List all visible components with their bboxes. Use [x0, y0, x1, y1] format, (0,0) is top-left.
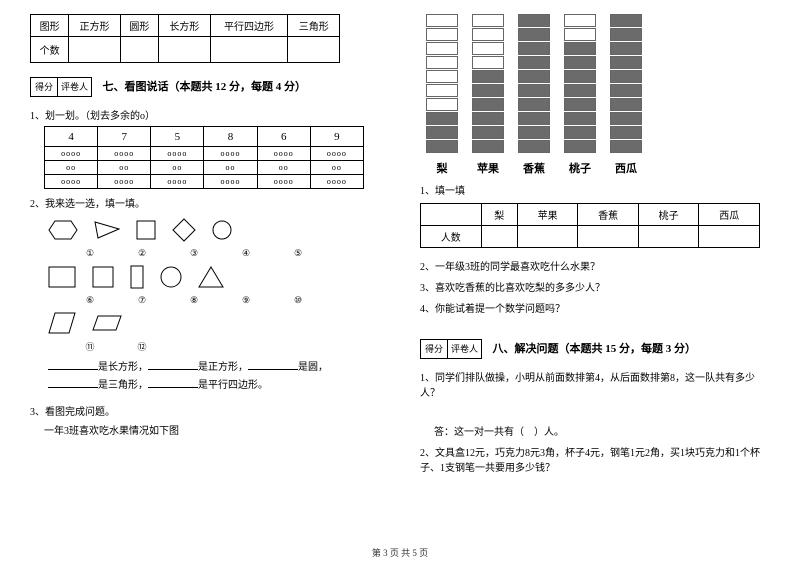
- shape-count-table: 图形 正方形 圆形 长方形 平行四边形 三角形 个数: [30, 14, 340, 63]
- qr-3: 3、喜欢吃香蕉的比喜欢吃梨的多多少人？: [420, 279, 770, 294]
- score-right: 评卷人: [58, 77, 92, 97]
- q8-1: 1、同学们排队做操，小明从前面数排第4，从后面数排第8，这一队共有多少人？: [420, 369, 770, 399]
- th: 图形: [31, 15, 69, 37]
- parallelogram-icon: [92, 315, 122, 331]
- fill-blanks: 是长方形，是正方形，是圆， 是三角形，是平行四边形。: [48, 359, 380, 395]
- hexagon-icon: [48, 219, 78, 241]
- fill-label: 1、填一填: [420, 182, 770, 197]
- shape-gallery: ①②③④⑤ ⑥⑦⑧⑨⑩ ⑪⑫: [48, 218, 380, 353]
- q7-2: 2、我来选一选，填一填。: [30, 195, 380, 210]
- fruit-count-table: 梨苹果香蕉桃子西瓜 人数: [420, 203, 760, 248]
- th: 圆形: [120, 15, 158, 37]
- th: 正方形: [69, 15, 121, 37]
- q7-3-sub: 一年3班喜欢吃水果情况如下图: [44, 422, 380, 437]
- row-label: 个数: [31, 37, 69, 63]
- section-7-title: 七、看图说话（本题共 12 分，每题 4 分）: [103, 81, 307, 93]
- qr-2: 2、一年级3班的同学最喜欢吃什么水果？: [420, 258, 770, 273]
- q7-3: 3、看图完成问题。: [30, 403, 380, 418]
- score-left: 得分: [420, 339, 448, 359]
- score-box: 得分 评卷人: [30, 77, 92, 97]
- circle-icon: [160, 266, 182, 288]
- section-8-title: 八、解决问题（本题共 15 分，每题 3 分）: [493, 343, 697, 355]
- parallelogram-icon: [48, 312, 76, 334]
- triangle-icon: [198, 266, 224, 288]
- diamond-icon: [172, 218, 196, 242]
- th: 平行四边形: [210, 15, 288, 37]
- rect-icon: [48, 266, 76, 288]
- q8-2: 2、文具盒12元，巧克力8元3角，杯子4元，钢笔1元2角，买1块巧克力和1个杯子…: [420, 444, 770, 474]
- th: 长方形: [159, 15, 211, 37]
- circle-icon: [212, 220, 232, 240]
- page-footer: 第 3 页 共 5 页: [0, 546, 800, 559]
- triangle-icon: [94, 221, 120, 239]
- score-box: 得分 评卷人: [420, 339, 482, 359]
- score-left: 得分: [30, 77, 58, 97]
- q8-1a: 答：这一对一共有（ ）人。: [434, 423, 770, 438]
- q7-1: 1、划一划。（划去多余的o）: [30, 107, 380, 122]
- tall-rect-icon: [130, 265, 144, 289]
- circle-cross-table: 475869 oooooooooooooooooooooooo oooooooo…: [44, 126, 364, 189]
- square-icon: [136, 220, 156, 240]
- square-icon: [92, 266, 114, 288]
- score-right: 评卷人: [448, 339, 482, 359]
- th: 三角形: [288, 15, 340, 37]
- fruit-bar-chart: 梨苹果香蕉桃子西瓜: [426, 14, 770, 176]
- qr-4: 4、你能试着提一个数学问题吗？: [420, 300, 770, 315]
